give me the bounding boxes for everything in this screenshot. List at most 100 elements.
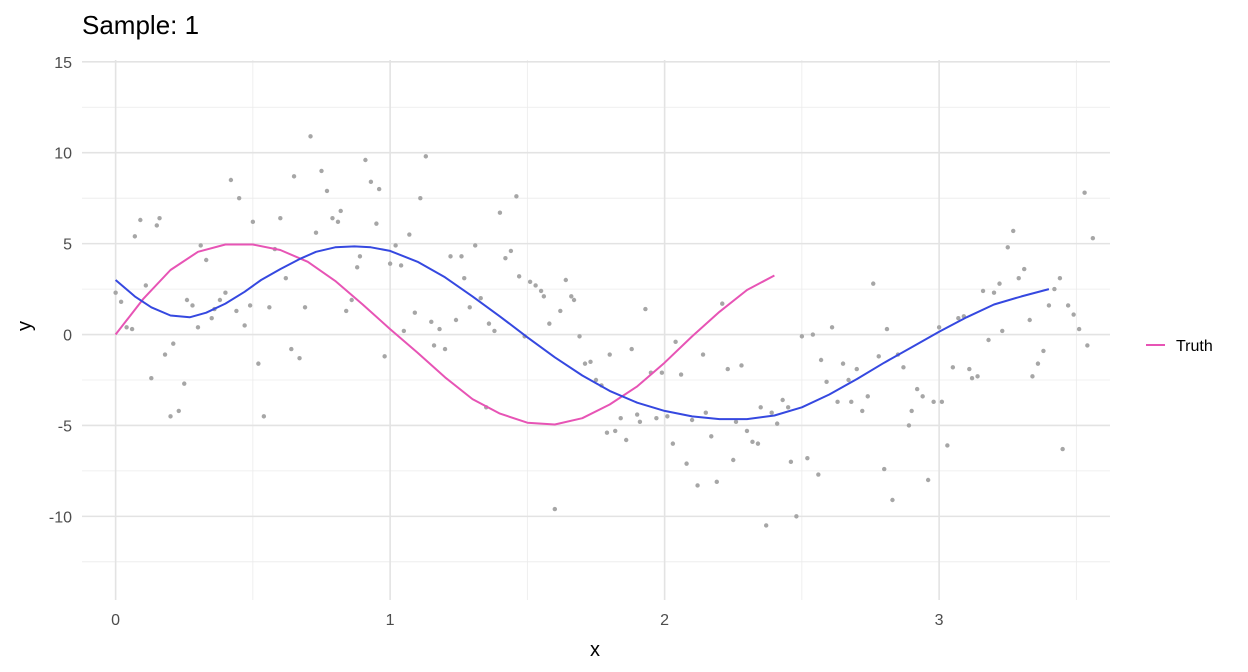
x-tick-label-2: 2 [660,612,669,629]
scatter-point-79 [503,255,508,261]
scatter-point-95 [582,361,588,366]
series-line-0 [114,243,775,426]
scatter-point-22 [217,297,223,303]
scatter-point-65 [431,343,437,348]
scatter-point-53 [374,221,379,226]
scatter-point-76 [486,321,492,326]
scatter-point-47 [344,308,349,314]
scatter-point-35 [283,275,289,281]
scatter-point-59 [401,328,407,334]
scatter-point-141 [816,472,821,477]
scatter-point-148 [849,399,854,405]
scatter-point-87 [541,294,547,299]
scatter-point-172 [969,375,975,381]
scatter-point-51 [363,157,368,163]
scatter-point-6 [143,283,149,288]
x-tick-label-3: 3 [935,612,944,629]
scatter-point-100 [607,352,612,357]
scatter-point-74 [478,295,483,301]
scatter-point-38 [297,355,302,361]
scatter-point-156 [890,497,895,503]
scatter-point-167 [945,443,950,448]
scatter-point-101 [613,428,618,434]
scatter-point-122 [720,301,725,306]
scatter-point-44 [330,215,335,221]
scatter-point-84 [527,279,533,285]
scatter-point-164 [931,399,936,405]
scatter-point-144 [829,325,835,330]
y-tick-label-4: -5 [58,418,72,435]
scatter-point-145 [835,399,840,405]
scatter-point-48 [349,297,354,303]
scatter-point-132 [769,410,774,415]
scatter-point-36 [289,346,294,352]
scatter-point-86 [538,288,544,294]
scatter-point-140 [810,332,816,337]
scatter-point-18 [198,243,203,248]
scatter-point-78 [497,210,503,215]
scatter-point-93 [571,297,577,303]
scatter-point-66 [437,326,442,332]
scatter-point-189 [1057,275,1063,281]
scatter-point-45 [335,219,341,225]
scatter-point-25 [234,308,239,314]
scatter-point-123 [725,366,730,372]
scatter-point-159 [906,423,912,428]
scatter-point-85 [533,283,538,288]
scatter-point-15 [184,297,190,303]
scatter-point-196 [1090,235,1096,241]
scatter-point-142 [818,357,824,363]
scatter-point-162 [920,394,925,399]
scatter-point-3 [129,326,135,332]
scatter-point-130 [758,405,763,410]
scatter-point-60 [407,232,412,237]
scatter-point-61 [412,310,418,315]
scatter-point-20 [209,315,214,321]
scatter-point-168 [950,365,956,370]
scatter-point-176 [991,290,997,295]
scatter-point-97 [593,377,599,383]
scatter-point-171 [967,366,972,372]
x-tick-label-1: 1 [386,612,395,629]
scatter-point-28 [247,303,253,308]
scatter-point-166 [939,399,945,405]
scatter-point-188 [1052,286,1057,292]
scatter-point-185 [1035,361,1041,366]
scatter-point-124 [731,457,736,463]
y-tick-labels: 15 10 5 0 -5 -10 [49,55,72,527]
scatter-points [113,134,1096,528]
scatter-point-8 [154,223,160,228]
scatter-point-41 [313,230,319,235]
scatter-point-134 [780,397,785,403]
scatter-point-92 [569,294,574,299]
scatter-point-99 [604,430,610,435]
scatter-point-129 [755,441,761,446]
scatter-point-193 [1076,326,1082,332]
scatter-point-72 [467,305,472,310]
scatter-point-120 [709,434,714,439]
scatter-point-71 [462,275,467,281]
scatter-point-177 [997,281,1002,286]
y-axis-title: y [14,321,36,331]
scatter-point-109 [654,415,659,421]
scatter-point-174 [980,288,986,294]
scatter-point-62 [418,195,423,201]
y-tick-label-5: -10 [49,509,72,526]
scatter-point-31 [261,414,267,419]
scatter-point-169 [956,315,961,321]
scatter-point-139 [805,455,810,461]
scatter-point-91 [563,277,569,283]
y-tick-label-0: 15 [54,55,72,72]
x-axis-title: x [590,639,600,661]
scatter-point-191 [1065,303,1071,308]
scatter-point-117 [695,483,700,488]
scatter-point-64 [429,319,434,325]
scatter-point-190 [1060,446,1065,452]
scatter-point-13 [176,408,181,414]
scatter-point-138 [799,334,805,339]
scatter-point-10 [162,352,168,357]
scatter-point-147 [846,377,851,383]
scatter-point-173 [975,374,980,379]
scatter-point-88 [547,321,552,326]
